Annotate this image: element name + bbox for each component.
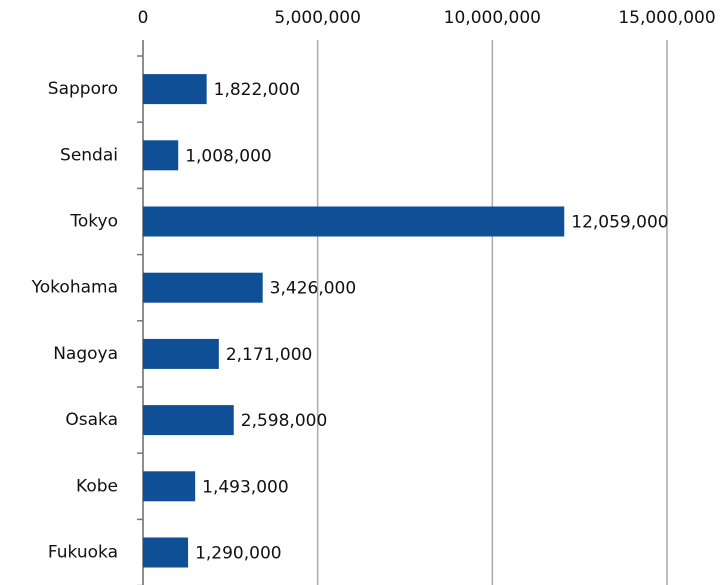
- y-tick-label: Sapporo: [48, 79, 118, 99]
- value-label: 1,822,000: [214, 80, 301, 100]
- value-label: 3,426,000: [270, 279, 357, 299]
- bar: [143, 537, 189, 568]
- bar: [143, 74, 207, 105]
- value-label: 1,290,000: [195, 544, 282, 564]
- y-tick-label: Nagoya: [53, 344, 118, 364]
- value-label: 2,598,000: [241, 411, 328, 431]
- value-label: 12,059,000: [571, 213, 668, 233]
- bar: [143, 272, 263, 303]
- bar: [143, 140, 179, 171]
- x-tick-label: 0: [138, 8, 149, 28]
- bar: [143, 206, 565, 237]
- bar: [143, 405, 234, 436]
- bar: [143, 471, 196, 502]
- y-tick-label: Fukuoka: [48, 543, 118, 563]
- y-tick-label: Kobe: [76, 476, 118, 496]
- x-tick-label: 10,000,000: [444, 8, 541, 28]
- x-tick-label: 5,000,000: [274, 8, 361, 28]
- y-tick-label: Yokohama: [31, 278, 118, 298]
- y-tick-label: Sendai: [60, 145, 118, 165]
- value-label: 1,008,000: [185, 146, 272, 166]
- value-label: 2,171,000: [226, 345, 313, 365]
- bar: [143, 338, 219, 369]
- value-label: 1,493,000: [202, 477, 289, 497]
- y-tick-label: Tokyo: [69, 212, 118, 232]
- y-tick-label: Osaka: [65, 410, 118, 430]
- x-tick-label: 15,000,000: [618, 8, 715, 28]
